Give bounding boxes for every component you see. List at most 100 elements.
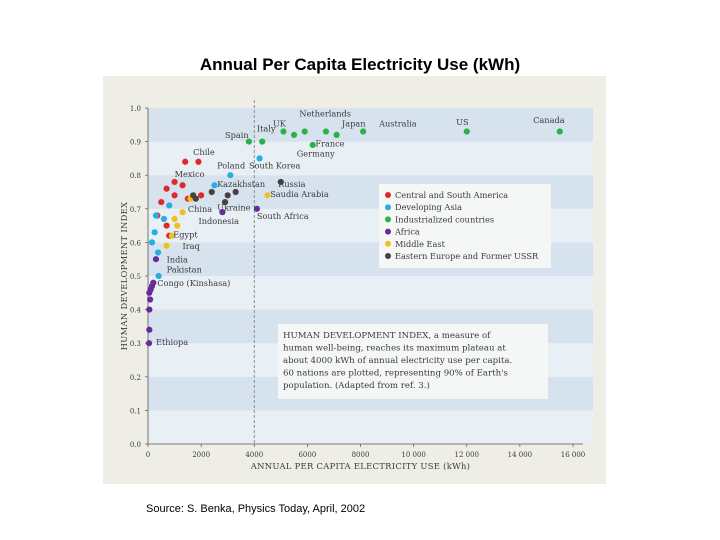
data-point-middle-east <box>171 215 178 222</box>
country-label: India <box>167 255 188 265</box>
data-point-central-and-south-america <box>163 185 170 192</box>
x-tick-label: 2000 <box>192 451 210 459</box>
data-point-africa <box>145 340 153 347</box>
data-point-middle-east <box>168 232 176 239</box>
country-label: South Africa <box>257 211 309 221</box>
country-label: China <box>188 204 212 214</box>
legend-swatch <box>385 204 391 211</box>
data-point-industrialized-countries <box>259 138 266 145</box>
country-label: Kazakhstan <box>217 179 266 189</box>
data-point-middle-east <box>174 222 181 229</box>
legend-box <box>379 184 551 268</box>
data-point-industrialized-countries <box>322 128 330 135</box>
y-axis-title: HUMAN DEVELOPMENT INDEX <box>119 202 129 351</box>
x-tick-label: 4000 <box>245 451 263 459</box>
data-point-central-and-south-america <box>158 198 165 206</box>
data-point-industrialized-countries <box>360 128 367 135</box>
annotation-line: 60 nations are plotted, representing 90%… <box>283 369 508 379</box>
legend-swatch <box>385 228 391 235</box>
chart-figure: 0.0 0.1 0.2 0.3 0.4 0.5 0.6 0.7 0.8 0.9 1.0 0 2000 40… <box>103 76 606 484</box>
source-caption: Source: S. Benka, Physics Today, April, … <box>146 503 366 515</box>
annotation-line: population. (Adapted from ref. 3.) <box>283 380 430 391</box>
y-tick-label: 0.6 <box>130 239 142 247</box>
y-tick-label: 0.7 <box>130 206 141 214</box>
data-point-industrialized-countries <box>280 128 287 135</box>
y-tick-label: 0.4 <box>130 307 142 315</box>
country-label: Japan <box>341 118 366 128</box>
data-point-eastern-europe-and-former-ussr <box>224 192 231 199</box>
country-label: UK <box>273 118 287 128</box>
country-label: Ethiopa <box>156 337 188 347</box>
country-label: France <box>315 139 344 149</box>
country-label: Canada <box>533 115 565 125</box>
y-tick-label: 0.8 <box>130 172 141 180</box>
country-label: Russia <box>278 179 305 189</box>
data-point-central-and-south-america <box>171 192 178 199</box>
data-point-developing-asia <box>152 212 160 219</box>
data-point-industrialized-countries <box>301 128 308 135</box>
legend-label: Industrialized countries <box>395 214 494 224</box>
data-point-eastern-europe-and-former-ussr <box>208 188 215 196</box>
country-label: Germany <box>297 149 335 159</box>
country-label: Spain <box>225 130 249 140</box>
legend-label: Middle East <box>395 239 446 249</box>
data-point-africa <box>146 306 153 313</box>
country-label: Congo (Kinshasa) <box>157 278 230 288</box>
data-point-central-and-south-america <box>182 158 189 165</box>
data-point-central-and-south-america <box>171 178 178 186</box>
legend-label: Central and South America <box>395 190 508 200</box>
data-point-developing-asia <box>211 182 218 189</box>
x-axis-title: ANNUAL PER CAPITA ELECTRICITY USE (kWh) <box>250 461 471 471</box>
chart-canvas: 0.0 0.1 0.2 0.3 0.4 0.5 0.6 0.7 0.8 0.9 1.0 0 2000 40… <box>119 100 593 471</box>
y-tick-label: 0.9 <box>130 139 141 147</box>
data-point-middle-east <box>264 192 271 199</box>
data-point-developing-asia <box>160 215 168 222</box>
data-point-industrialized-countries <box>556 128 563 135</box>
data-point-developing-asia <box>256 155 263 162</box>
data-point-industrialized-countries <box>290 131 298 138</box>
legend-swatch <box>385 216 391 223</box>
annotation-line: about 4000 kWh of annual electricity use… <box>283 356 512 366</box>
data-point-developing-asia <box>166 202 173 209</box>
data-point-middle-east <box>163 242 170 249</box>
x-tick-label: 14 000 <box>508 451 533 459</box>
data-point-africa <box>146 289 153 296</box>
data-point-central-and-south-america <box>198 192 205 199</box>
data-point-central-and-south-america <box>163 222 170 229</box>
x-tick-label: 16 000 <box>561 451 586 459</box>
data-point-developing-asia <box>155 272 162 280</box>
legend-swatch <box>385 192 391 198</box>
legend-swatch <box>385 240 391 247</box>
legend-label: Developing Asia <box>395 202 462 212</box>
data-point-developing-asia <box>148 239 156 246</box>
data-point-middle-east <box>179 209 186 216</box>
country-label: Chile <box>193 147 215 157</box>
background-band <box>148 276 593 310</box>
data-point-africa <box>152 256 160 263</box>
country-label: Egypt <box>173 229 198 239</box>
data-point-central-and-south-america <box>195 158 202 165</box>
annotation-line: human well-being, reaches its maximum pl… <box>283 344 506 354</box>
x-tick-label: 8000 <box>352 451 370 459</box>
data-point-industrialized-countries <box>463 128 470 135</box>
data-point-eastern-europe-and-former-ussr <box>277 178 284 186</box>
data-point-eastern-europe-and-former-ussr <box>190 192 197 199</box>
country-label: US <box>456 117 469 127</box>
data-point-africa <box>253 205 261 212</box>
country-label: Saudia Arabia <box>270 189 329 199</box>
data-point-africa <box>219 209 226 216</box>
data-point-eastern-europe-and-former-ussr <box>232 188 239 196</box>
data-point-developing-asia <box>154 249 162 256</box>
legend-label: Africa <box>394 227 420 237</box>
country-label: South Korea <box>249 160 301 170</box>
legend-label: Eastern Europe and Former USSR <box>395 251 539 261</box>
x-tick-label: 6000 <box>298 451 316 459</box>
country-label: Poland <box>217 160 245 170</box>
legend-swatch <box>385 253 391 259</box>
country-label: Mexico <box>175 169 205 179</box>
background-band <box>148 410 593 444</box>
data-point-industrialized-countries <box>245 138 253 145</box>
data-point-africa <box>146 326 153 333</box>
data-point-industrialized-countries <box>309 141 316 149</box>
data-point-eastern-europe-and-former-ussr <box>221 198 229 206</box>
